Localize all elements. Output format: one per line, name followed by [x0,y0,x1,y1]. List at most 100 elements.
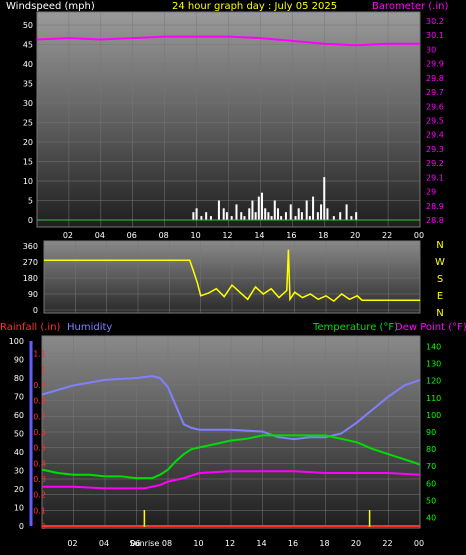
barometer-tick-label: 29.1 [426,173,444,182]
windspeed-tick-label: 10 [23,177,33,186]
windspeed-tick-label: 20 [23,138,33,147]
temperature-tick-label: 50 [426,496,436,505]
direction-tick-label: 0 [33,306,38,315]
windspeed-tick-label: 40 [23,60,33,69]
temperature-tick-label: 60 [426,479,436,488]
humidity-tick-label: 90 [14,356,24,365]
wind-gust-bar [267,212,270,220]
windspeed-tick-label: 45 [23,41,33,50]
temperature-tick-label: 120 [426,377,441,386]
barometer-tick-label: 30.1 [426,31,444,40]
temperature-tick-label: 90 [426,428,436,437]
wind-gust-bar [240,212,243,220]
barometer-tick-label: 28.8 [426,216,444,225]
barometer-tick-label: 29.4 [426,131,444,140]
x-tick-label: 04 [99,539,109,548]
rainfall-tick-label: 0.4 [33,459,46,468]
windspeed-tick-label: 50 [23,21,33,30]
humidity-tick-label: 100 [9,337,24,346]
wind-gust-bar [248,208,251,220]
x-tick-label: 06 [130,539,140,548]
humidity-tick-label: 40 [14,448,24,457]
x-tick-label: 16 [286,231,296,240]
barometer-tick-label: 30.2 [426,17,444,26]
wind-gust-bar [200,216,203,220]
rainfall-tick-label: 0.8 [33,397,46,406]
wind-gust-bar [300,212,303,220]
windspeed-tick-label: 35 [23,80,33,89]
barometer-line [36,35,420,47]
wind-gust-bar [339,212,342,220]
humidity-tick-label: 60 [14,411,24,420]
humidity-tick-label: 20 [14,485,24,494]
barometer-tick-label: 29.6 [426,102,444,111]
x-tick-label: 18 [319,539,329,548]
compass-letter: E [437,291,443,302]
x-tick-label: 06 [127,231,137,240]
wind-gust-bar [273,200,276,220]
wind-gust-bar [230,216,233,220]
temperature-tick-label: 100 [426,411,441,420]
chart-title: 24 hour graph day : July 05 2025 [172,1,337,12]
x-tick-label: 04 [95,231,105,240]
windspeed-tick-label: 30 [23,99,33,108]
barometer-tick-label: 29.3 [426,145,444,154]
sunrise-label: Sunrise [129,539,159,548]
rainfall-tick-label: 0.7 [33,412,46,421]
wind-gust-bar [251,200,254,220]
wind-gust-bar [261,192,264,220]
humidity-tick-label: 30 [14,467,24,476]
wind-gust-bar [235,204,238,220]
rainfall-label: Rainfall (.in) [0,322,61,333]
dewpoint-label: Dew Point (°F) [395,322,466,333]
wind-gust-bar [326,208,329,220]
humidity-tick-label: 70 [14,393,24,402]
direction-tick-label: 90 [28,290,38,299]
compass-letter: S [437,274,443,285]
rainfall-tick-label: 0.1 [33,506,46,515]
dewpoint-line [42,470,421,490]
x-tick-label: 00 [414,539,424,548]
windspeed-tick-label: 25 [23,119,33,128]
wind-gust-bar [350,216,353,220]
x-tick-label: 08 [162,539,172,548]
windspeed-label: Windspeed (mph) [6,1,95,12]
windspeed-tick-label: 0 [28,216,33,225]
x-tick-label: 02 [63,231,73,240]
wind-gust-bar [192,212,195,220]
rainfall-tick-label: 0.5 [33,444,46,453]
wind-gust-bar [320,204,323,220]
x-tick-label: 08 [159,231,169,240]
barometer-tick-label: 29.5 [426,117,444,126]
x-tick-label: 12 [222,231,232,240]
wind-gust-bar [195,208,198,220]
wind-gust-bar [209,216,212,220]
wind-gust-bar [257,196,260,220]
wind-gust-bar [270,216,273,220]
wind-gust-bar [297,208,300,220]
rainfall-tick-label: 1 [41,365,46,374]
humidity-tick-label: 0 [19,522,24,531]
temperature-tick-label: 40 [426,513,436,522]
wind-gust-bar [332,216,335,220]
wind-gust-bar [276,208,279,220]
rainfall-tick-label: 0.2 [33,491,46,500]
wind-gust-bar [205,212,208,220]
barometer-tick-label: 29 [426,188,436,197]
humidity-tick-label: 10 [14,504,24,513]
x-tick-label: 22 [382,231,392,240]
humidity-label: Humidity [67,322,112,333]
x-tick-label: 18 [318,231,328,240]
compass-letter: N [436,308,443,319]
temperature-line [41,434,421,480]
wind-gust-bar [243,216,246,220]
wind-gust-bar [254,212,257,220]
temperature-label: Temperature (°F) [312,322,398,333]
barometer-tick-label: 28.9 [426,202,444,211]
windspeed-tick-label: 15 [23,158,33,167]
temperature-tick-label: 110 [426,394,441,403]
temperature-tick-label: 70 [426,462,436,471]
wind-gust-bar [280,216,283,220]
x-tick-label: 20 [350,231,360,240]
